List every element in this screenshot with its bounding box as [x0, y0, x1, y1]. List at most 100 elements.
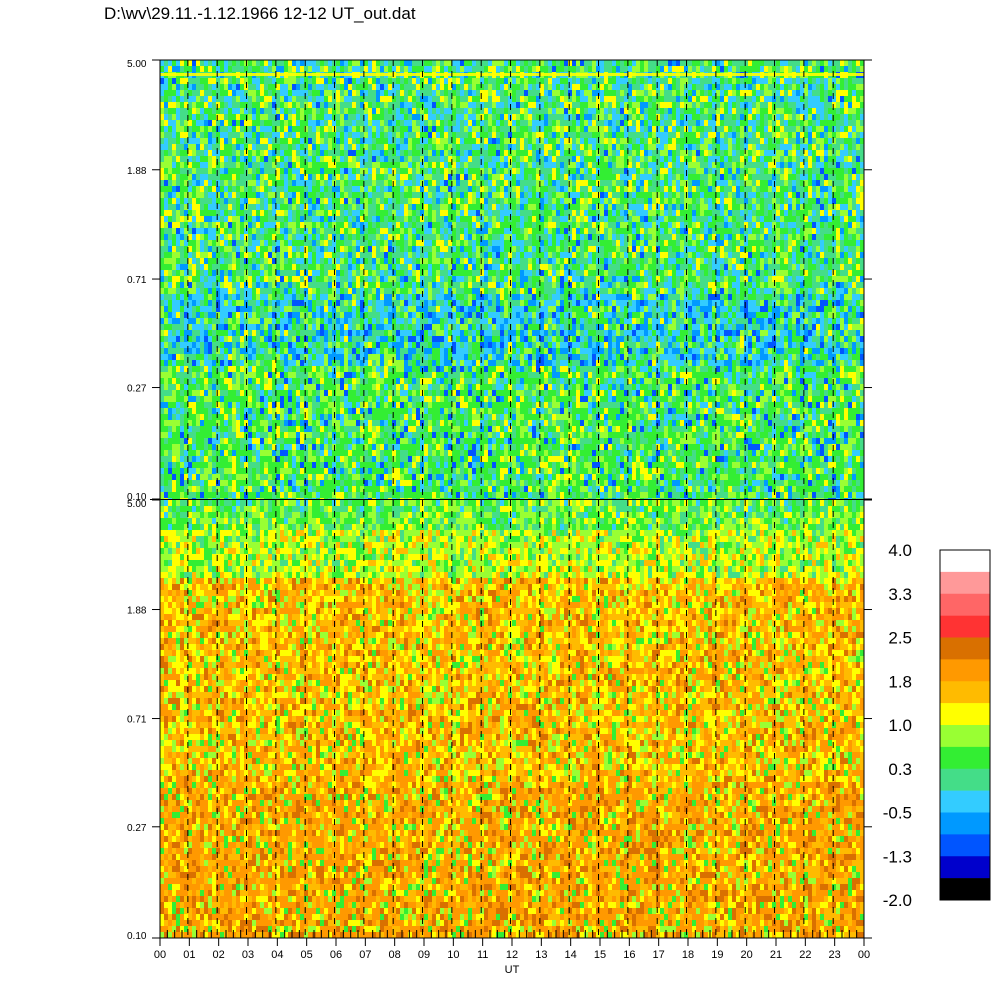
heatmap-cell-top-535 — [188, 162, 193, 169]
heatmap-cell-top-1251 — [224, 462, 229, 469]
heatmap-cell-top-2353 — [284, 414, 289, 421]
heatmap-cell-top-3268 — [336, 132, 341, 139]
heatmap-cell-top-4241 — [388, 198, 393, 205]
heatmap-cell-top-1582 — [244, 228, 249, 235]
heatmap-cell-top-4173 — [384, 234, 389, 241]
heatmap-cell-top-4875 — [420, 450, 425, 457]
heatmap-cell-top-1033 — [212, 486, 217, 493]
heatmap-cell-top-3885 — [368, 282, 373, 289]
heatmap-cell-top-3464 — [344, 420, 349, 427]
heatmap-cell-top-2043 — [268, 330, 273, 337]
heatmap-cell-top-91 — [164, 162, 169, 169]
heatmap-cell-top-2215 — [276, 474, 281, 481]
heatmap-cell-top-146 — [164, 492, 169, 499]
heatmap-cell-top-2904 — [316, 168, 321, 175]
heatmap-cell-top-2070 — [268, 492, 273, 499]
heatmap-cell-top-422 — [180, 372, 185, 379]
heatmap-cell-top-2640 — [300, 360, 305, 367]
heatmap-cell-top-1737 — [252, 270, 257, 277]
heatmap-cell-top-1247 — [224, 438, 229, 445]
heatmap-cell-top-2873 — [312, 426, 317, 433]
heatmap-cell-top-643 — [192, 366, 197, 373]
heatmap-cell-top-4757 — [416, 186, 421, 193]
heatmap-cell-top-3771 — [360, 486, 365, 493]
heatmap-cell-top-1956 — [264, 252, 269, 259]
heatmap-cell-top-3624 — [352, 492, 357, 499]
heatmap-cell-top-4591 — [408, 78, 413, 85]
heatmap-cell-top-3055 — [324, 186, 329, 193]
heatmap-cell-top-3755 — [360, 390, 365, 397]
heatmap-cell-top-4563 — [404, 354, 409, 361]
heatmap-cell-top-1299 — [228, 306, 233, 313]
heatmap-cell-top-1278 — [228, 180, 233, 187]
heatmap-cell-top-1227 — [224, 318, 229, 325]
heatmap-cell-top-4015 — [376, 174, 381, 181]
heatmap-cell-top-1757 — [252, 390, 257, 397]
heatmap-cell-top-62 — [160, 432, 165, 439]
heatmap-cell-top-4031 — [376, 270, 381, 277]
heatmap-cell-top-4428 — [396, 432, 401, 439]
heatmap-cell-top-4070 — [380, 60, 385, 67]
heatmap-cell-top-4299 — [392, 102, 397, 109]
heatmap-cell-top-4088 — [380, 168, 385, 175]
heatmap-cell-top-3723 — [360, 198, 365, 205]
heatmap-cell-top-977 — [212, 150, 217, 157]
heatmap-cell-top-2705 — [304, 306, 309, 313]
heatmap-cell-top-2645 — [300, 390, 305, 397]
heatmap-cell-top-3391 — [340, 426, 345, 433]
heatmap-cell-top-1959 — [264, 270, 269, 277]
heatmap-cell-top-188 — [168, 300, 173, 307]
heatmap-cell-top-3145 — [328, 282, 333, 289]
heatmap-cell-top-4737 — [416, 66, 421, 73]
heatmap-cell-top-3739 — [360, 294, 365, 301]
heatmap-cell-top-3341 — [340, 126, 345, 133]
heatmap-cell-top-4107 — [380, 282, 385, 289]
heatmap-cell-top-1427 — [236, 186, 241, 193]
heatmap-cell-top-669 — [196, 78, 201, 85]
heatmap-cell-top-4169 — [384, 210, 389, 217]
heatmap-cell-top-3780 — [364, 96, 369, 103]
heatmap-cell-top-3392 — [340, 432, 345, 439]
heatmap-cell-top-2088 — [272, 156, 277, 163]
heatmap-cell-top-1037 — [216, 66, 221, 73]
heatmap-cell-top-1132 — [220, 192, 225, 199]
heatmap-cell-top-4263 — [388, 330, 393, 337]
heatmap-cell-top-2914 — [316, 228, 321, 235]
heatmap-cell-top-2751 — [308, 138, 313, 145]
heatmap-cell-top-3828 — [364, 384, 369, 391]
heatmap-cell-top-2881 — [312, 474, 317, 481]
heatmap-cell-top-3109 — [328, 66, 333, 73]
heatmap-cell-top-2796 — [308, 408, 313, 415]
heatmap-cell-top-4040 — [376, 324, 381, 331]
heatmap-cell-top-3563 — [352, 126, 357, 133]
heatmap-cell-top-2651 — [300, 426, 305, 433]
heatmap-cell-top-3917 — [368, 474, 373, 481]
heatmap-cell-top-922 — [208, 264, 213, 271]
heatmap-cell-top-1400 — [232, 468, 237, 475]
heatmap-cell-top-2755 — [308, 162, 313, 169]
heatmap-cell-top-2102 — [272, 240, 277, 247]
heatmap-cell-top-3194 — [332, 132, 337, 139]
heatmap-cell-top-2618 — [300, 228, 305, 235]
heatmap-cell-top-2129 — [272, 402, 277, 409]
heatmap-cell-top-3920 — [368, 492, 373, 499]
heatmap-cell-top-1813 — [256, 282, 261, 289]
heatmap-cell-top-4729 — [412, 462, 417, 469]
heatmap-cell-top-2137 — [272, 450, 277, 457]
heatmap-cell-top-398 — [180, 228, 185, 235]
heatmap-cell-top-2565 — [296, 354, 301, 361]
heatmap-cell-top-4311 — [392, 174, 397, 181]
heatmap-cell-top-3320 — [336, 444, 341, 451]
heatmap-cell-top-2803 — [308, 450, 313, 457]
heatmap-cell-top-1395 — [232, 438, 237, 445]
heatmap-cell-top-1295 — [228, 282, 233, 289]
heatmap-cell-top-2694 — [304, 240, 309, 247]
heatmap-cell-top-4144 — [384, 60, 389, 67]
heatmap-cell-top-2984 — [320, 204, 325, 211]
heatmap-cell-top-2854 — [312, 312, 317, 319]
heatmap-cell-top-3079 — [324, 330, 329, 337]
heatmap-cell-top-4021 — [376, 210, 381, 217]
heatmap-cell-top-533 — [188, 150, 193, 157]
heatmap-cell-top-765 — [200, 210, 205, 217]
heatmap-cell-top-2971 — [320, 126, 325, 133]
